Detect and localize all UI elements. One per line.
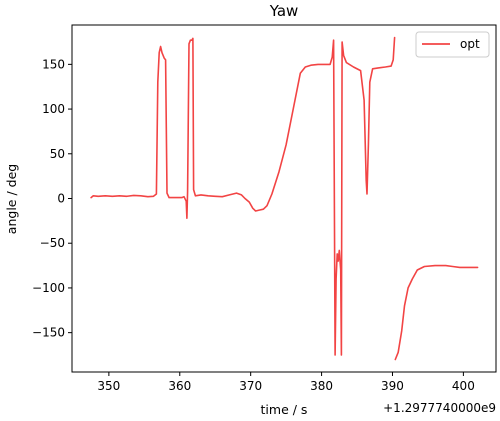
y-tick-label: 100 [42, 102, 65, 116]
y-tick-label: 0 [57, 192, 65, 206]
x-tick-label: 380 [310, 379, 333, 393]
series-opt-line-segment-0 [90, 36, 396, 356]
y-tick-label: −50 [40, 236, 65, 250]
legend-box [415, 31, 490, 58]
x-axis-label: time / s [261, 402, 308, 417]
chart-title: Yaw [269, 2, 299, 20]
y-tick-label: 150 [42, 57, 65, 71]
x-tick-label: 390 [381, 379, 404, 393]
plot-frame [71, 24, 497, 373]
legend-entry-opt: opt [460, 37, 480, 51]
y-tick-label: −100 [32, 281, 65, 295]
x-tick-label: 350 [97, 379, 120, 393]
y-tick-label: 50 [50, 147, 65, 161]
legend: opt [415, 31, 490, 58]
y-axis-label: angle / deg [4, 164, 19, 234]
series-opt-line-segment-1 [394, 264, 479, 361]
x-tick-label: 370 [239, 379, 262, 393]
x-tick-label: 400 [452, 379, 475, 393]
y-tick-label: −150 [32, 326, 65, 340]
axis-ticks: 350 360 370 380 390 400 −150 −100 −50 0 50 100 150 [32, 57, 475, 393]
plot-area [90, 36, 479, 361]
x-offset-label: +1.2977740000e9 [383, 401, 496, 415]
x-tick-label: 360 [168, 379, 191, 393]
